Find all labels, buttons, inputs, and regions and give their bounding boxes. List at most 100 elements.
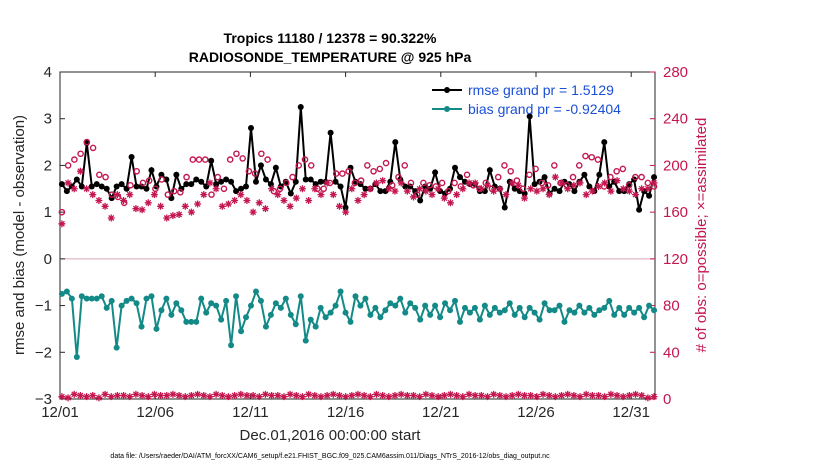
obs-assimilated-point [70, 185, 78, 193]
bias-point [307, 316, 314, 323]
obs-count-bottom-point [558, 391, 566, 399]
y-tick-label-left: 4 [44, 64, 52, 81]
obs-possible-point [152, 185, 159, 193]
obs-count-bottom-point [422, 390, 430, 398]
obs-count-bottom-point [545, 391, 553, 399]
obs-count-bottom-point [403, 391, 411, 399]
y-tick-label-left: −1 [35, 298, 52, 315]
y-axis-label-left: rmse and bias (model - observation) [11, 115, 28, 355]
obs-count-bottom-point [490, 390, 498, 398]
obs-possible-point [582, 152, 589, 160]
obs-assimilated-point [625, 187, 633, 195]
obs-count-bottom-point [144, 393, 152, 401]
obs-count-bottom-point [243, 391, 251, 399]
bias-point [228, 342, 235, 349]
rmse-point [213, 181, 220, 188]
rmse-point [198, 178, 205, 185]
obs-count-bottom-point [465, 390, 473, 398]
rmse-point [63, 188, 70, 195]
bias-point [98, 293, 105, 300]
rmse-point [332, 178, 339, 185]
obs-possible-point [544, 181, 552, 189]
bias-point [556, 302, 563, 309]
obs-assimilated-point [175, 210, 183, 218]
obs-count-bottom-point [224, 393, 232, 401]
bias-point [163, 295, 170, 302]
obs-assimilated-point [342, 208, 350, 216]
obs-assimilated-point [385, 185, 393, 193]
obs-assimilated-point [157, 202, 165, 210]
obs-assimilated-point [237, 191, 245, 199]
bias-point [193, 318, 200, 325]
obs-possible-point [158, 176, 165, 183]
bias-point [651, 307, 658, 314]
obs-possible-point [551, 162, 558, 169]
obs-assimilated-point [113, 191, 121, 199]
obs-count-bottom-point [298, 393, 306, 401]
obs-assimilated-point [372, 179, 380, 187]
bias-point [277, 304, 284, 311]
obs-count-bottom-point [89, 391, 97, 399]
obs-count-bottom-point [607, 390, 615, 398]
obs-assimilated-point [280, 196, 288, 204]
obs-count-bottom-point [502, 393, 510, 401]
obs-assimilated-point [391, 187, 399, 195]
obs-assimilated-point [95, 196, 103, 204]
bias-point [456, 318, 463, 325]
obs-assimilated-point [434, 185, 442, 193]
obs-assimilated-point [638, 185, 646, 193]
x-axis-label: Dec.01,2016 00:00:00 start [240, 427, 422, 444]
bias-point [292, 321, 299, 328]
bias-point [646, 302, 653, 309]
obs-possible-point [619, 165, 627, 173]
bias-point [73, 353, 80, 360]
obs-assimilated-point [126, 191, 134, 199]
obs-count-bottom-point [385, 393, 393, 401]
bias-point [491, 304, 498, 311]
obs-possible-point [357, 177, 365, 184]
obs-count-bottom-point [342, 393, 350, 401]
bias-point [511, 311, 518, 318]
obs-assimilated-point [650, 179, 658, 187]
obs-possible-point [208, 191, 215, 198]
bias-point [183, 318, 190, 325]
bias-point [58, 290, 65, 297]
rmse-point [581, 171, 588, 178]
bias-point [536, 316, 543, 323]
bias-point [262, 323, 269, 330]
obs-count-bottom-point [212, 390, 220, 398]
rmse-point [327, 129, 334, 136]
bias-point [506, 300, 513, 307]
obs-count-bottom-point [101, 390, 109, 398]
bias-point [213, 302, 220, 309]
rmse-point [541, 174, 548, 181]
rmse-point [636, 206, 643, 213]
chart-title: Tropics 11180 / 12378 = 90.322% [224, 30, 437, 46]
bias-point [601, 304, 608, 311]
obs-assimilated-point [446, 199, 454, 207]
obs-assimilated-point [403, 187, 411, 195]
obs-assimilated-point [311, 185, 319, 193]
bias-point [422, 302, 429, 309]
rmse-point [272, 164, 279, 171]
bias-point [561, 318, 568, 325]
obs-assimilated-point [379, 177, 387, 185]
y-tick-label-right: 280 [663, 64, 688, 81]
bias-point [531, 309, 538, 316]
bias-point [218, 316, 225, 323]
y-tick-label-right: 160 [663, 204, 688, 221]
obs-count-bottom-point [619, 393, 627, 401]
data-file-footer: data file: /Users/raeder/DAI/ATM_forcXX/… [110, 453, 550, 460]
obs-count-bottom-point [496, 391, 504, 399]
obs-assimilated-point [440, 194, 448, 202]
obs-count-bottom-point [446, 390, 454, 398]
obs-count-bottom-point [564, 390, 572, 398]
obs-count-bottom-point [459, 393, 467, 401]
rmse-point [103, 185, 110, 192]
bias-point [417, 316, 424, 323]
obs-assimilated-point [588, 187, 596, 195]
obs-assimilated-point [329, 191, 337, 199]
bias-point [178, 307, 185, 314]
obs-possible-point [233, 150, 240, 158]
bias-point [282, 295, 289, 302]
